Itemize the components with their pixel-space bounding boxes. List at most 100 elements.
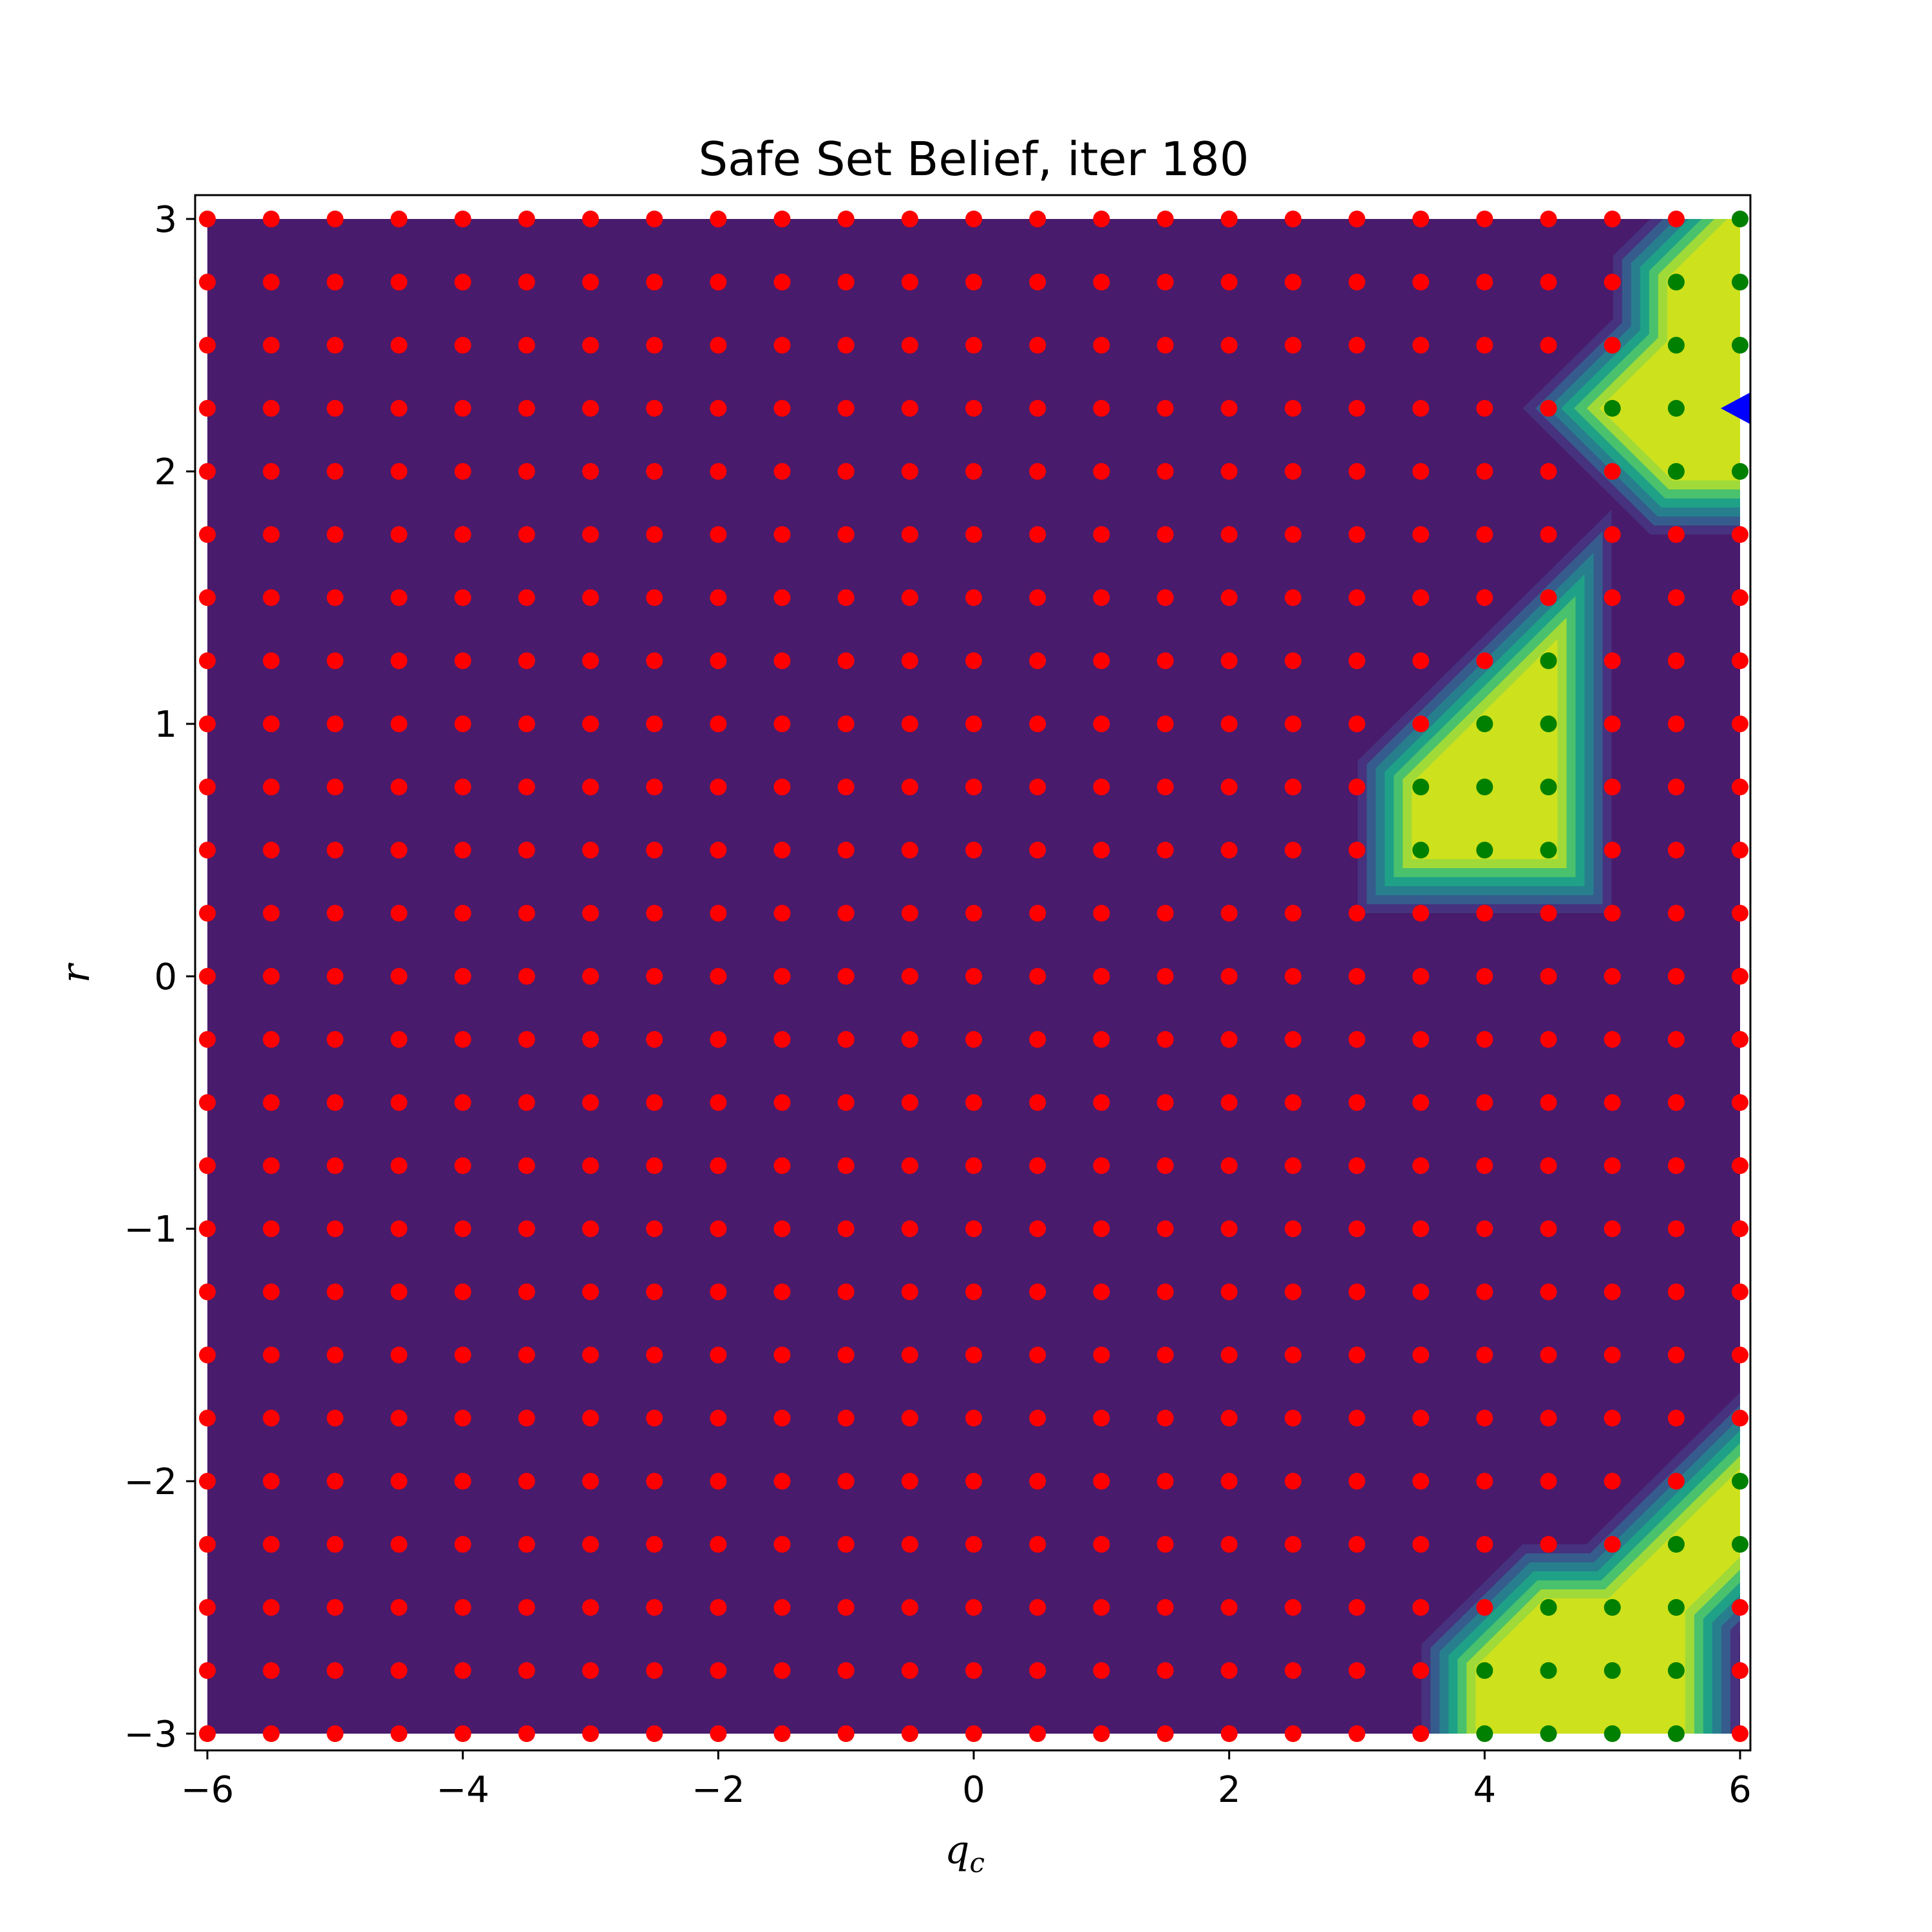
unsafe-point bbox=[390, 211, 408, 227]
unsafe-point bbox=[1476, 905, 1493, 922]
unsafe-point bbox=[199, 1283, 216, 1300]
unsafe-point bbox=[390, 1157, 408, 1174]
unsafe-point bbox=[518, 337, 535, 354]
unsafe-point bbox=[327, 1347, 344, 1363]
unsafe-point bbox=[454, 274, 471, 290]
safe-point bbox=[1732, 463, 1748, 480]
unsafe-point bbox=[327, 589, 344, 606]
unsafe-point bbox=[327, 1473, 344, 1490]
unsafe-point bbox=[390, 1599, 408, 1616]
unsafe-point bbox=[263, 1410, 280, 1426]
unsafe-point bbox=[390, 1410, 408, 1426]
unsafe-point bbox=[710, 715, 727, 732]
unsafe-point bbox=[454, 842, 471, 858]
unsafe-point bbox=[1349, 1347, 1365, 1363]
unsafe-point bbox=[1093, 211, 1110, 227]
unsafe-point bbox=[837, 1157, 855, 1174]
unsafe-point bbox=[965, 968, 982, 985]
unsafe-point bbox=[1604, 968, 1621, 985]
unsafe-point bbox=[327, 274, 344, 290]
unsafe-point bbox=[1029, 400, 1046, 417]
unsafe-point bbox=[837, 1347, 855, 1363]
unsafe-point bbox=[1349, 1283, 1365, 1300]
unsafe-point bbox=[646, 400, 663, 417]
safe-point bbox=[1667, 337, 1685, 354]
unsafe-point bbox=[518, 905, 535, 922]
unsafe-point bbox=[773, 1410, 791, 1426]
unsafe-point bbox=[1349, 400, 1365, 417]
unsafe-point bbox=[199, 1410, 216, 1426]
unsafe-point bbox=[710, 1031, 727, 1048]
unsafe-point bbox=[263, 274, 280, 290]
unsafe-point bbox=[1667, 1410, 1685, 1426]
unsafe-point bbox=[965, 526, 982, 543]
unsafe-point bbox=[1220, 968, 1238, 985]
unsafe-point bbox=[901, 526, 918, 543]
unsafe-point bbox=[1667, 968, 1685, 985]
unsafe-point bbox=[1220, 1347, 1238, 1363]
unsafe-point bbox=[1284, 715, 1302, 732]
safe-point bbox=[1732, 337, 1748, 354]
unsafe-point bbox=[454, 715, 471, 732]
unsafe-point bbox=[1349, 715, 1365, 732]
unsafe-point bbox=[1412, 715, 1430, 732]
unsafe-point bbox=[1157, 1157, 1174, 1174]
unsafe-point bbox=[837, 652, 855, 669]
y-tick-label: −2 bbox=[124, 1461, 177, 1503]
unsafe-point bbox=[390, 715, 408, 732]
x-axis-ticks: −6 −4 −2 0 2 4 6 bbox=[181, 1750, 1752, 1811]
safe-point bbox=[1604, 1662, 1621, 1679]
unsafe-point bbox=[837, 463, 855, 480]
unsafe-point bbox=[1284, 400, 1302, 417]
unsafe-point bbox=[901, 779, 918, 795]
unsafe-point bbox=[710, 337, 727, 354]
unsafe-point bbox=[327, 1662, 344, 1679]
unsafe-point bbox=[1349, 1094, 1365, 1111]
unsafe-point bbox=[1476, 1283, 1493, 1300]
unsafe-point bbox=[582, 842, 599, 858]
unsafe-point bbox=[263, 779, 280, 795]
unsafe-point bbox=[1732, 1599, 1748, 1616]
unsafe-point bbox=[965, 715, 982, 732]
unsafe-point bbox=[582, 463, 599, 480]
unsafe-point bbox=[327, 905, 344, 922]
unsafe-point bbox=[837, 400, 855, 417]
unsafe-point bbox=[1093, 652, 1110, 669]
unsafe-point bbox=[1732, 1031, 1748, 1048]
safe-point bbox=[1476, 1662, 1493, 1679]
unsafe-point bbox=[518, 1031, 535, 1048]
unsafe-point bbox=[1093, 1283, 1110, 1300]
safe-point bbox=[1604, 1725, 1621, 1742]
unsafe-point bbox=[710, 1347, 727, 1363]
unsafe-point bbox=[1157, 337, 1174, 354]
unsafe-point bbox=[518, 1725, 535, 1742]
unsafe-point bbox=[965, 1536, 982, 1553]
unsafe-point bbox=[454, 1662, 471, 1679]
unsafe-point bbox=[1093, 1473, 1110, 1490]
current-state-layer bbox=[1721, 392, 1750, 424]
unsafe-point bbox=[518, 1410, 535, 1426]
unsafe-point bbox=[1157, 1094, 1174, 1111]
unsafe-point bbox=[1412, 1725, 1430, 1742]
unsafe-point bbox=[1157, 211, 1174, 227]
unsafe-point bbox=[1029, 1599, 1046, 1616]
unsafe-point bbox=[327, 1283, 344, 1300]
unsafe-point bbox=[1604, 1536, 1621, 1553]
y-tick-label: −3 bbox=[124, 1714, 177, 1756]
unsafe-point bbox=[454, 463, 471, 480]
unsafe-point bbox=[1476, 1157, 1493, 1174]
unsafe-point bbox=[1540, 968, 1557, 985]
safe-point bbox=[1604, 400, 1621, 417]
safe-point bbox=[1732, 1473, 1748, 1490]
unsafe-point bbox=[837, 1599, 855, 1616]
safe-point bbox=[1667, 1725, 1685, 1742]
unsafe-point bbox=[773, 1157, 791, 1174]
unsafe-point bbox=[1604, 1157, 1621, 1174]
unsafe-point bbox=[1029, 1347, 1046, 1363]
unsafe-point bbox=[199, 589, 216, 606]
unsafe-point bbox=[1157, 1536, 1174, 1553]
unsafe-point bbox=[1093, 715, 1110, 732]
unsafe-point bbox=[263, 1157, 280, 1174]
unsafe-point bbox=[901, 1157, 918, 1174]
unsafe-point bbox=[710, 1599, 727, 1616]
